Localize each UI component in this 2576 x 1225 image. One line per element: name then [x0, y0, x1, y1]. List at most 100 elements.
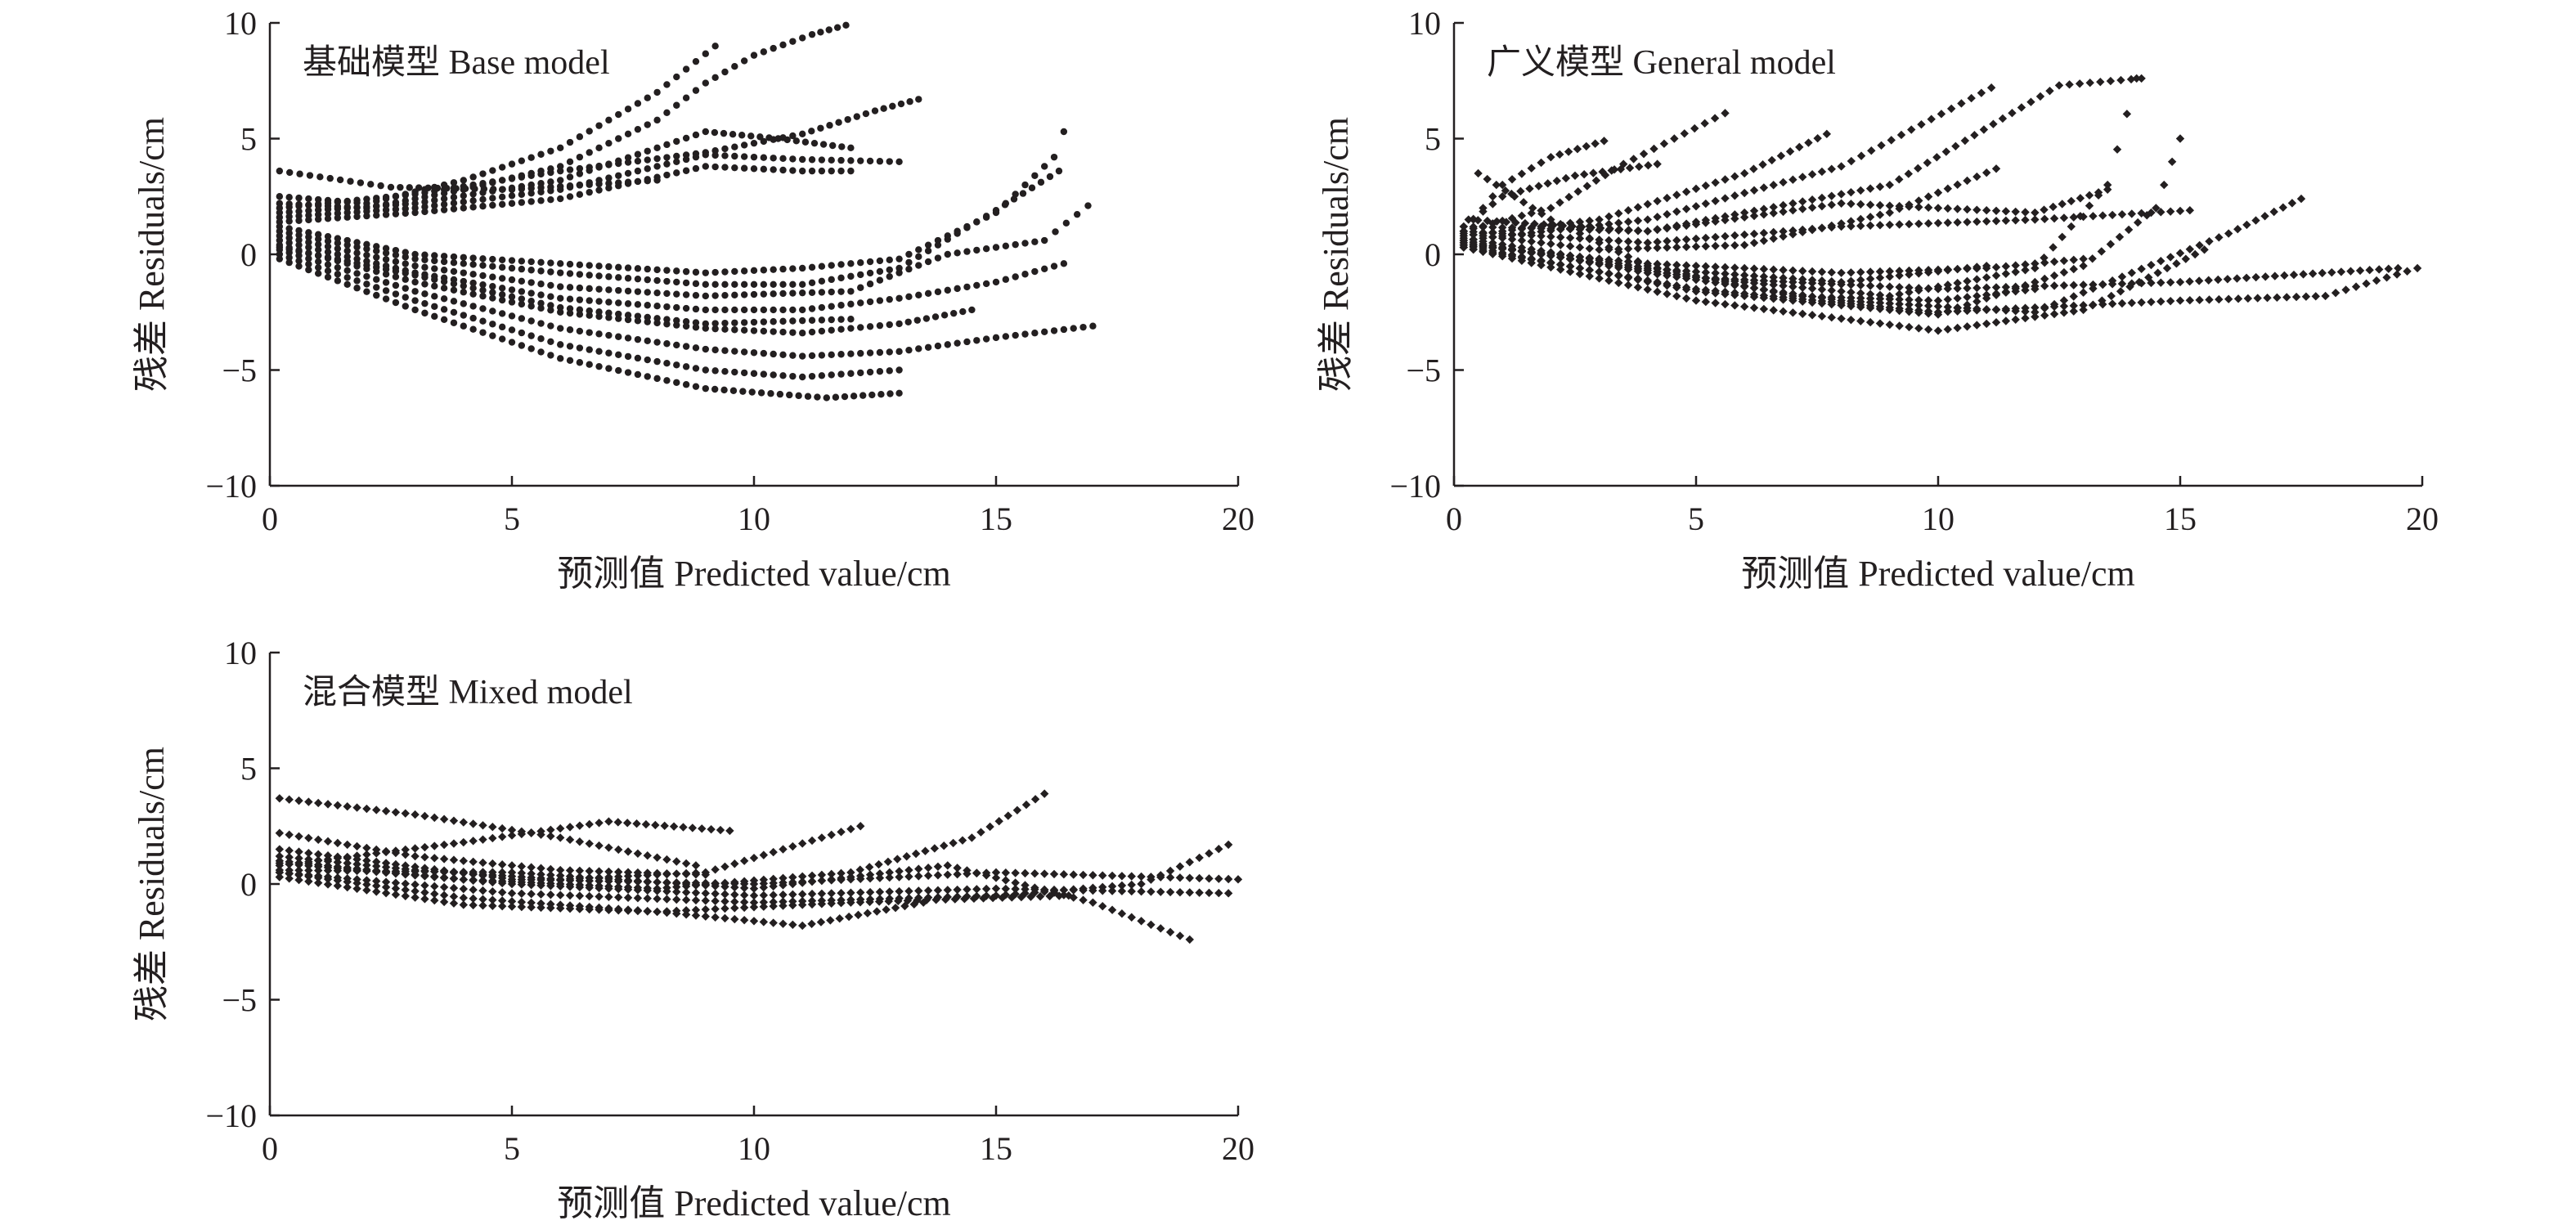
data-point: [489, 321, 496, 328]
data-point: [1653, 237, 1662, 247]
data-point: [1205, 888, 1214, 898]
data-point: [1507, 223, 1517, 232]
data-point: [711, 128, 719, 137]
data-point: [459, 884, 468, 894]
data-point: [2156, 278, 2165, 287]
data-point: [1575, 234, 1585, 243]
data-point: [1827, 313, 1836, 322]
data-point: [1923, 296, 1933, 305]
data-point: [507, 897, 517, 906]
data-point: [1623, 252, 1633, 262]
data-point: [1147, 873, 1156, 882]
data-point: [2233, 294, 2243, 303]
data-point: [1479, 207, 1488, 216]
data-point: [1681, 221, 1691, 231]
data-point: [837, 868, 846, 878]
data-point: [1779, 200, 1788, 210]
data-point: [835, 914, 844, 923]
data-point: [2362, 279, 2371, 289]
data-point: [1672, 266, 1681, 275]
data-point: [527, 332, 535, 339]
data-point: [304, 861, 313, 870]
data-point: [1575, 243, 1585, 252]
data-point: [624, 159, 632, 166]
data-point: [1905, 266, 1914, 276]
data-point: [2308, 269, 2318, 278]
data-point: [1991, 289, 2001, 298]
data-point: [798, 890, 807, 899]
data-point: [431, 293, 438, 300]
data-point: [604, 843, 613, 852]
data-point: [2224, 294, 2233, 303]
data-point: [489, 178, 496, 186]
data-point: [2251, 216, 2260, 225]
data-point: [1507, 189, 1516, 199]
data-point: [1721, 269, 1730, 278]
y-tick-label: −5: [222, 982, 257, 1019]
data-point: [663, 359, 671, 367]
data-point: [363, 262, 370, 269]
data-point: [401, 850, 410, 859]
data-point: [1672, 243, 1681, 252]
data-point: [798, 900, 807, 909]
data-point: [295, 202, 303, 210]
data-point: [518, 315, 526, 322]
data-point: [575, 876, 585, 886]
data-point: [1498, 233, 1507, 243]
data-point: [1223, 889, 1233, 898]
data-point: [1012, 331, 1019, 339]
data-point: [1653, 196, 1662, 206]
data-point: [856, 822, 865, 831]
data-point: [576, 344, 584, 352]
data-point: [1565, 218, 1575, 227]
data-point: [1156, 924, 1165, 933]
data-point: [818, 262, 826, 270]
data-point: [837, 828, 846, 837]
data-point: [682, 381, 690, 388]
data-point: [1769, 287, 1778, 297]
data-point: [2336, 267, 2346, 276]
data-point: [818, 167, 826, 175]
data-point: [2341, 285, 2350, 294]
data-point: [1672, 207, 1681, 216]
data-point: [973, 281, 981, 289]
data-point: [488, 822, 497, 832]
data-point: [324, 267, 332, 275]
data-point: [334, 255, 342, 263]
data-point: [644, 276, 651, 284]
data-point: [865, 874, 875, 883]
data-point: [605, 365, 613, 372]
data-point: [615, 157, 622, 164]
data-point: [795, 392, 802, 400]
data-point: [799, 34, 806, 42]
data-point: [1035, 892, 1045, 901]
data-point: [1953, 284, 1962, 293]
data-point: [721, 152, 729, 159]
data-point: [672, 869, 681, 878]
data-point: [721, 268, 729, 276]
data-point: [431, 207, 438, 214]
x-tick-label: 20: [1222, 500, 1254, 537]
data-point: [2137, 298, 2146, 307]
data-point: [439, 882, 449, 892]
data-point: [440, 206, 448, 213]
data-point: [681, 869, 691, 879]
data-point: [479, 170, 487, 177]
data-point: [430, 813, 439, 823]
data-point: [353, 196, 361, 204]
data-point: [546, 825, 555, 834]
data-point: [1749, 264, 1759, 273]
data-point: [565, 876, 575, 885]
data-point: [507, 825, 517, 835]
data-point: [1614, 245, 1623, 254]
data-point: [701, 870, 710, 879]
data-point: [963, 248, 971, 255]
data-point: [595, 330, 603, 338]
data-point: [324, 200, 332, 207]
data-point: [605, 160, 613, 168]
data-point: [1623, 226, 1633, 236]
data-point: [411, 271, 419, 279]
data-point: [1798, 173, 1807, 182]
data-point: [1030, 795, 1040, 804]
data-point: [923, 863, 933, 873]
